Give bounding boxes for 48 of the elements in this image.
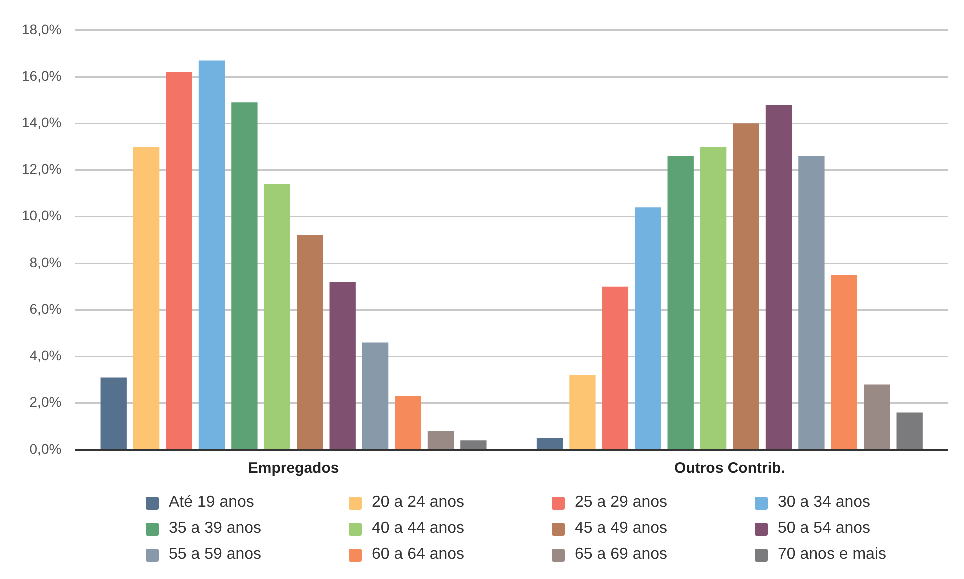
y-tick-label: 18,0%	[22, 21, 62, 38]
bar	[798, 156, 825, 450]
bar	[362, 342, 389, 450]
bar	[536, 438, 564, 450]
legend-label: 35 a 39 anos	[169, 520, 262, 538]
bar	[330, 282, 356, 450]
bar	[297, 236, 324, 450]
bar	[864, 384, 890, 450]
bar	[166, 72, 192, 450]
x-tick-label: Empregados	[248, 460, 340, 478]
bar	[264, 184, 290, 450]
legend-label: 65 a 69 anos	[575, 546, 668, 564]
y-tick-label: 6,0%	[30, 300, 62, 317]
legend-label: 50 a 54 anos	[778, 520, 871, 538]
bar	[460, 440, 487, 450]
y-tick-label: 2,0%	[30, 394, 62, 410]
y-tick-label: 8,0%	[30, 254, 62, 270]
x-tick-label: Outros Contrib.	[674, 460, 786, 478]
legend-label: 60 a 64 anos	[372, 546, 465, 564]
bar	[602, 286, 629, 450]
legend-label: 40 a 44 anos	[372, 520, 465, 538]
bar	[428, 431, 454, 450]
bar	[100, 378, 127, 450]
legend-label: Até 19 anos	[169, 494, 254, 512]
legend-label: 25 a 29 anos	[575, 494, 668, 512]
bar	[198, 60, 226, 450]
y-tick-label: 14,0%	[22, 114, 62, 131]
bar	[766, 104, 792, 450]
bar	[570, 375, 596, 450]
bar	[896, 412, 923, 450]
y-tick-label: 10,0%	[22, 208, 62, 224]
y-tick-label: 0,0%	[30, 440, 62, 457]
bar	[668, 156, 694, 450]
legend-label: 70 anos e mais	[778, 546, 887, 564]
bar	[831, 275, 858, 450]
legend-label: 45 a 49 anos	[575, 520, 668, 538]
legend-label: 20 a 24 anos	[372, 494, 465, 512]
bar	[700, 146, 727, 450]
legend-label: 55 a 59 anos	[169, 546, 262, 564]
y-tick-label: 12,0%	[22, 161, 62, 178]
bar	[133, 146, 160, 450]
y-tick-label: 4,0%	[30, 348, 62, 364]
bar	[635, 208, 662, 450]
bar	[733, 124, 760, 450]
legend-label: 30 a 34 anos	[778, 494, 871, 512]
bar	[232, 102, 258, 450]
bar	[395, 396, 422, 450]
y-tick-label: 16,0%	[22, 68, 62, 84]
